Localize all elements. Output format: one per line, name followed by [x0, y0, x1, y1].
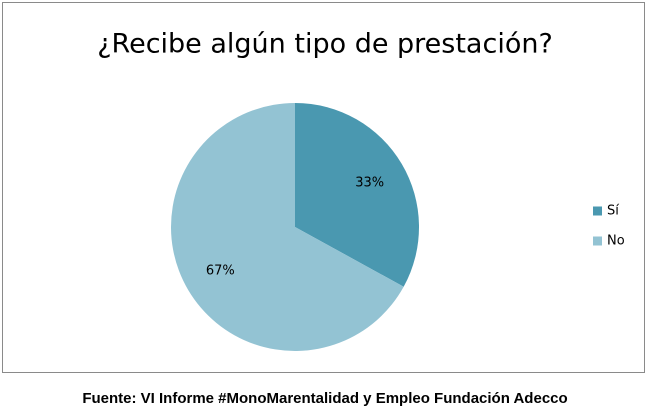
- data-label: 67%: [206, 264, 235, 279]
- data-label: 33%: [355, 175, 384, 190]
- pie-slice: [295, 103, 419, 287]
- legend-swatch: [593, 236, 602, 246]
- legend-label: No: [607, 234, 625, 249]
- source-note: Fuente: VI Informe #MonoMarentalidad y E…: [82, 390, 567, 407]
- legend-label: Sí: [607, 204, 619, 219]
- pie-slice: [170, 103, 404, 351]
- chart-title: ¿Recibe algún tipo de prestación?: [97, 29, 553, 60]
- legend-swatch: [593, 206, 602, 216]
